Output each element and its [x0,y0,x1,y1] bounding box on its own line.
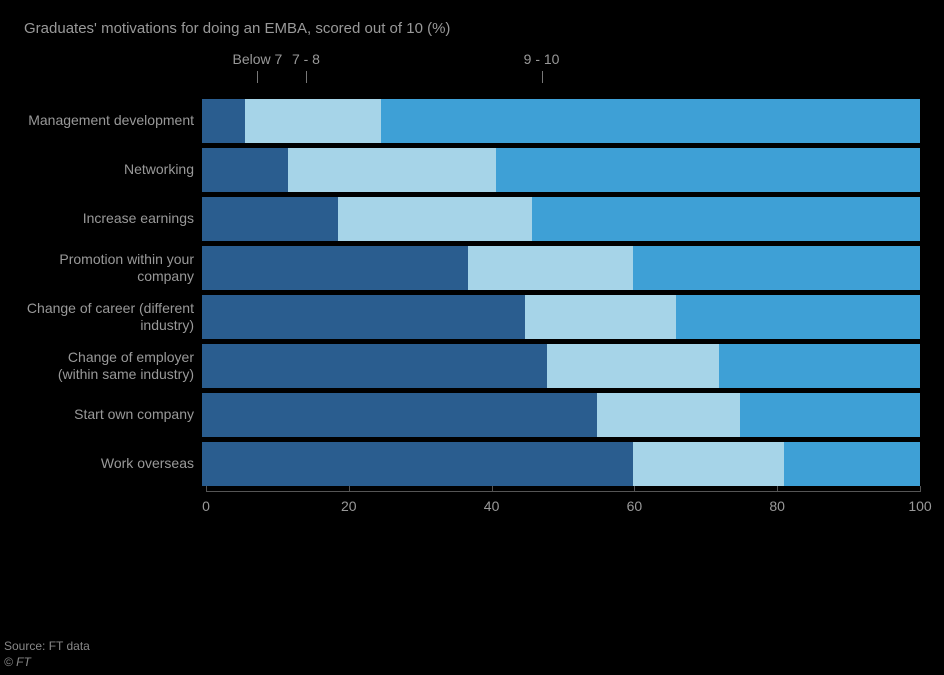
bar-segment [597,393,741,437]
source-text: Source: FT data [4,639,90,653]
bar-segment [202,295,525,339]
chart-container: Graduates' motivations for doing an EMBA… [24,20,920,521]
bar-row: Change of career (different industry) [24,295,920,339]
axis-label: 20 [341,498,357,514]
bar-row: Management development [24,99,920,143]
axis-label: 40 [484,498,500,514]
bar-row: Networking [24,148,920,192]
bar-segment [532,197,920,241]
axis-label: 60 [627,498,643,514]
row-label: Start own company [24,406,202,424]
bar-segment [288,148,496,192]
row-label: Networking [24,161,202,179]
axis-label: 80 [769,498,785,514]
row-label: Increase earnings [24,210,202,228]
plot-area: Management development Networking Increase… [24,99,920,486]
x-axis: 020406080100 [206,491,920,521]
bar-segment [338,197,532,241]
axis-tick [777,486,778,492]
bar-segment [202,442,633,486]
axis-tick [349,486,350,492]
axis-tick [920,486,921,492]
bar-segment [633,246,920,290]
legend-label: Below 7 [233,51,283,67]
legend: Below 7 7 - 8 9 - 10 [206,51,920,99]
bar-segment [202,393,597,437]
axis-tick [634,486,635,492]
legend-label: 9 - 10 [524,51,560,67]
bar-segment [245,99,381,143]
bar-track [202,442,920,486]
bar-segment [468,246,633,290]
bar-segment [784,442,920,486]
axis-tick [206,486,207,492]
row-label: Change of career (different industry) [24,300,202,335]
axis-label: 0 [202,498,210,514]
bar-row: Work overseas [24,442,920,486]
chart-title: Graduates' motivations for doing an EMBA… [24,20,920,37]
bar-track [202,393,920,437]
legend-tick [306,71,307,83]
bar-row: Start own company [24,393,920,437]
bar-segment [676,295,920,339]
bar-segment [202,344,547,388]
bar-track [202,148,920,192]
bar-segment [525,295,676,339]
legend-label: 7 - 8 [292,51,320,67]
bar-track [202,295,920,339]
bar-segment [719,344,920,388]
bar-track [202,197,920,241]
bar-segment [496,148,920,192]
bar-track [202,99,920,143]
legend-tick [257,71,258,83]
bar-row: Change of employer (within same industry… [24,344,920,388]
row-label: Change of employer (within same industry… [24,349,202,384]
bar-row: Promotion within your company [24,246,920,290]
axis-label: 100 [908,498,931,514]
bar-segment [381,99,920,143]
bar-segment [202,148,288,192]
bar-segment [202,246,468,290]
bar-segment [202,99,245,143]
bar-segment [633,442,784,486]
bar-segment [740,393,920,437]
axis-tick [492,486,493,492]
bar-segment [547,344,719,388]
row-label: Promotion within your company [24,251,202,286]
bar-row: Increase earnings [24,197,920,241]
bar-track [202,246,920,290]
row-label: Work overseas [24,455,202,473]
bar-track [202,344,920,388]
legend-tick [542,71,543,83]
row-label: Management development [24,112,202,130]
bar-segment [202,197,338,241]
copyright-text: © FT [4,655,31,669]
